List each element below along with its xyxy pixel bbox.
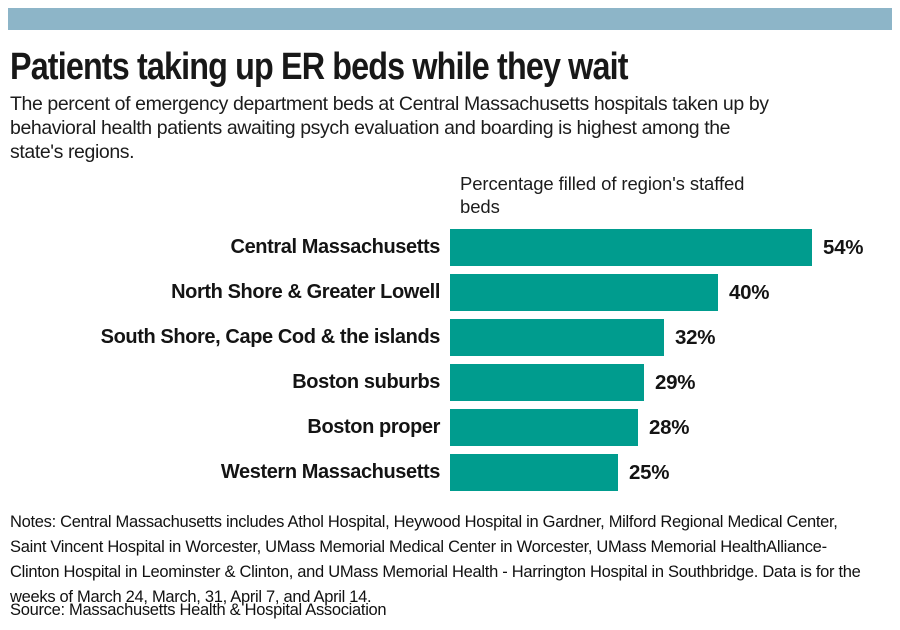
bar <box>450 454 618 491</box>
page-title: Patients taking up ER beds while they wa… <box>10 46 628 88</box>
axis-label: Percentage filled of region's staffed be… <box>460 173 745 217</box>
category-label: Boston proper <box>307 416 440 438</box>
bar-area: 54% <box>450 225 900 270</box>
value-label: 28% <box>649 415 690 439</box>
category-label: South Shore, Cape Cod & the islands <box>100 326 441 348</box>
category-label: Western Massachusetts <box>220 461 441 483</box>
value-label: 40% <box>729 280 770 304</box>
bar-row: North Shore & Greater Lowell 40% <box>0 270 900 315</box>
bar <box>450 409 638 446</box>
top-accent-band <box>8 8 892 30</box>
category-label: Boston suburbs <box>292 371 440 393</box>
bar-area: 28% <box>450 405 900 450</box>
bar-area: 40% <box>450 270 900 315</box>
bar-chart: Percentage filled of region's staffed be… <box>0 172 900 495</box>
bar-row: South Shore, Cape Cod & the islands 32% <box>0 315 900 360</box>
bar-area: 29% <box>450 360 900 405</box>
value-label: 32% <box>675 325 716 349</box>
notes-text: Notes: Central Massachusetts includes At… <box>10 513 861 606</box>
bar <box>450 229 812 266</box>
value-label: 54% <box>823 235 864 259</box>
bar-area: 32% <box>450 315 900 360</box>
category-label: Central Massachusetts <box>230 236 441 258</box>
page-subtitle: The percent of emergency department beds… <box>10 93 769 163</box>
bar <box>450 274 718 311</box>
bar <box>450 364 644 401</box>
value-label: 25% <box>629 460 670 484</box>
source-text: Source: Massachusetts Health & Hospital … <box>10 601 387 619</box>
bar-row: Western Massachusetts 25% <box>0 450 900 495</box>
bar-row: Boston suburbs 29% <box>0 360 900 405</box>
category-label: North Shore & Greater Lowell <box>171 281 440 303</box>
chart-rows: Central Massachusetts 54% North Shore & … <box>0 225 900 495</box>
bar-row: Central Massachusetts 54% <box>0 225 900 270</box>
bar <box>450 319 664 356</box>
value-label: 29% <box>655 370 696 394</box>
bar-area: 25% <box>450 450 900 495</box>
bar-row: Boston proper 28% <box>0 405 900 450</box>
